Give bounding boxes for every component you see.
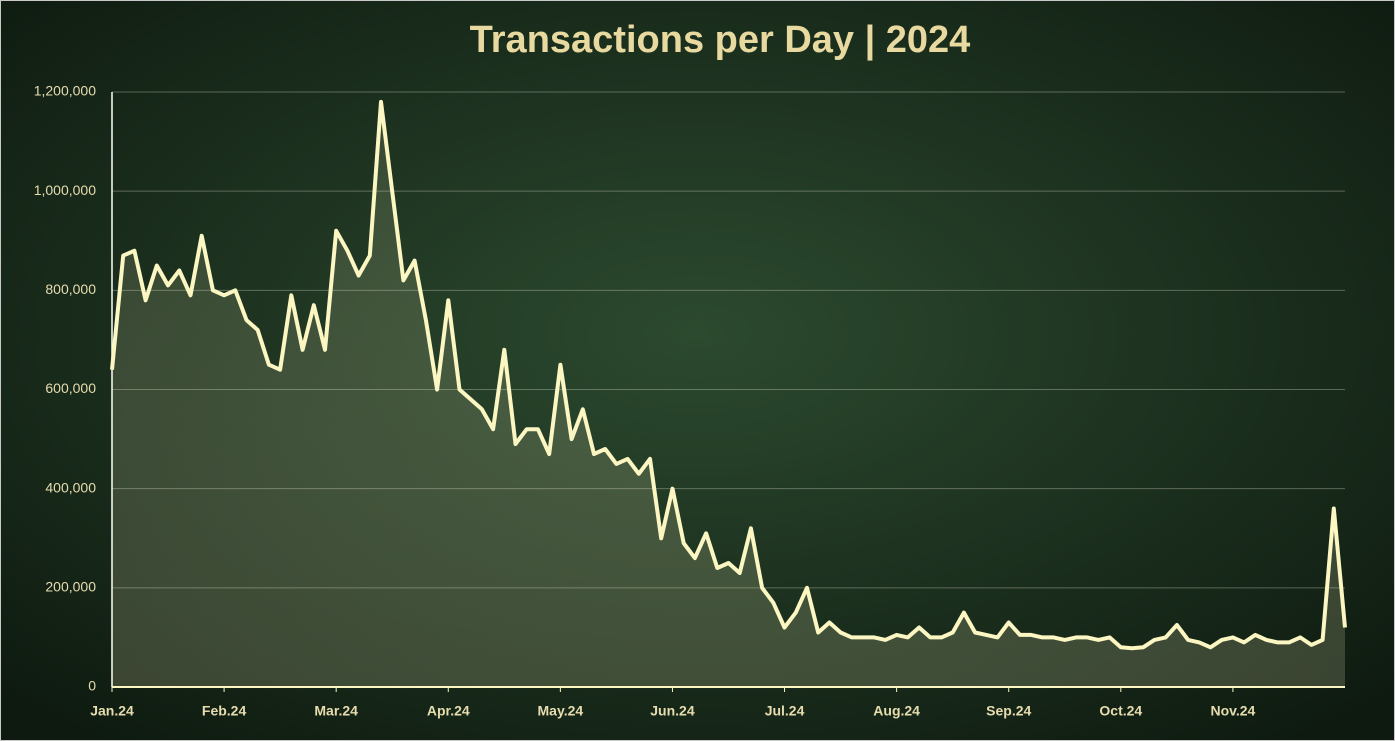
y-tick-label: 1,200,000: [34, 83, 96, 99]
y-tick-label: 1,000,000: [34, 182, 96, 198]
line: [110, 99, 1347, 651]
y-tick-label: 200,000: [45, 579, 96, 595]
chart-title: Transactions per Day | 2024: [470, 19, 971, 61]
y-tick-label: 800,000: [45, 281, 96, 297]
y-tick-label: 0: [88, 678, 96, 694]
y-tick-label: 600,000: [45, 380, 96, 396]
x-tick-label: Jul.24: [765, 703, 805, 719]
x-tick-label: Jun.24: [650, 703, 695, 719]
x-tick-label: May.24: [538, 703, 584, 719]
x-tick-label: Aug.24: [873, 703, 920, 719]
x-tick-label: Sep.24: [986, 703, 1031, 719]
x-tick-label: Apr.24: [427, 703, 470, 719]
x-tick-label: Nov.24: [1210, 703, 1255, 719]
area: [112, 101, 1345, 687]
x-tick-label: Mar.24: [314, 703, 358, 719]
y-tick-label: 400,000: [45, 479, 96, 495]
x-tick-label: Feb.24: [202, 703, 247, 719]
x-tick-label: Oct.24: [1099, 703, 1142, 719]
x-tick-label: Jan.24: [90, 703, 134, 719]
